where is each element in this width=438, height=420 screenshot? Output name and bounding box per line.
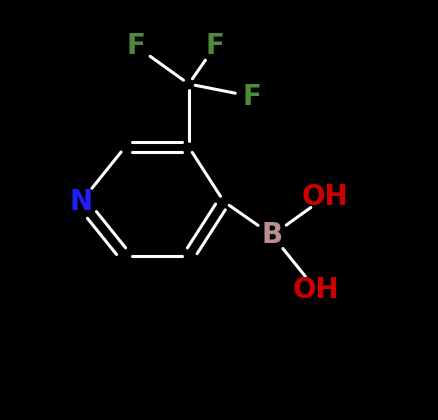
Text: OH: OH bbox=[301, 184, 347, 211]
Text: N: N bbox=[70, 188, 92, 215]
Text: B: B bbox=[261, 221, 282, 249]
Text: OH: OH bbox=[292, 276, 339, 304]
Text: F: F bbox=[205, 32, 224, 60]
Text: F: F bbox=[127, 32, 145, 60]
Text: F: F bbox=[243, 83, 261, 110]
